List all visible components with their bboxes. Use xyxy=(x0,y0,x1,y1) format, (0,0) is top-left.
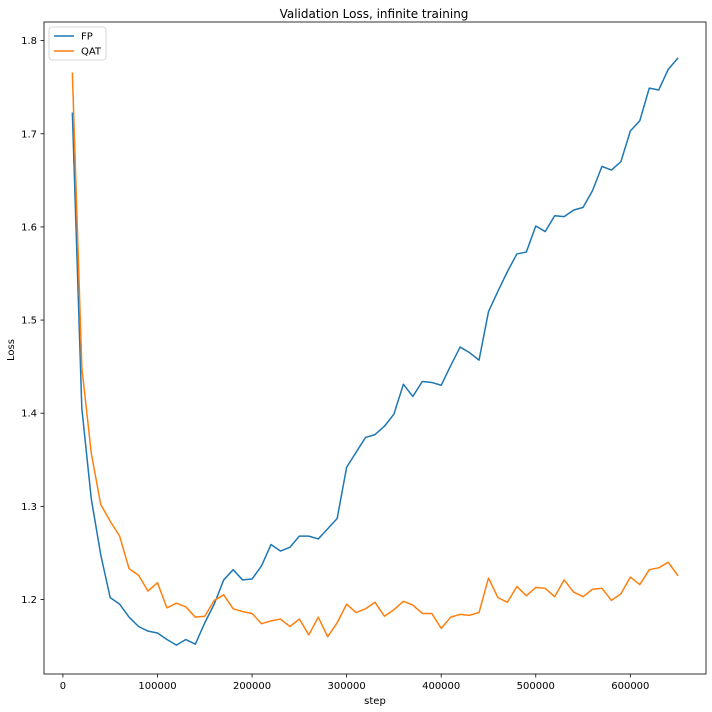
legend: FP QAT xyxy=(48,26,107,61)
series-line-fp xyxy=(71,57,679,646)
legend-label-fp: FP xyxy=(81,32,93,43)
legend-items: FP QAT xyxy=(54,32,102,58)
y-tick-label: 1.8 xyxy=(21,36,37,47)
series-layer xyxy=(71,57,679,646)
series-line-qat xyxy=(71,72,679,638)
y-tick-label: 1.7 xyxy=(21,129,37,140)
x-tick-label: 600000 xyxy=(611,681,649,692)
x-tick-label: 400000 xyxy=(422,681,460,692)
legend-label-qat: QAT xyxy=(81,47,102,58)
y-axis: 1.2 1.3 1.4 1.5 1.6 1.7 1.8 xyxy=(21,36,44,606)
y-axis-label: Loss xyxy=(6,339,17,361)
x-tick-label: 100000 xyxy=(138,681,176,692)
x-axis-label: step xyxy=(364,696,386,707)
plot-area: 0 100000 200000 300000 400000 500000 600000 1.… xyxy=(21,21,707,692)
x-tick-label: 300000 xyxy=(328,681,366,692)
y-tick-label: 1.5 xyxy=(21,316,37,327)
y-tick-label: 1.4 xyxy=(21,409,37,420)
x-tick-label: 500000 xyxy=(517,681,555,692)
y-tick-label: 1.3 xyxy=(21,502,37,513)
plot-frame xyxy=(43,21,707,675)
x-axis: 0 100000 200000 300000 400000 500000 600000 xyxy=(60,674,649,692)
x-tick-label: 0 xyxy=(60,681,66,692)
x-tick-label: 200000 xyxy=(233,681,271,692)
chart-title: Validation Loss, infinite training xyxy=(280,7,469,21)
y-tick-label: 1.6 xyxy=(21,222,37,233)
y-tick-label: 1.2 xyxy=(21,595,37,606)
